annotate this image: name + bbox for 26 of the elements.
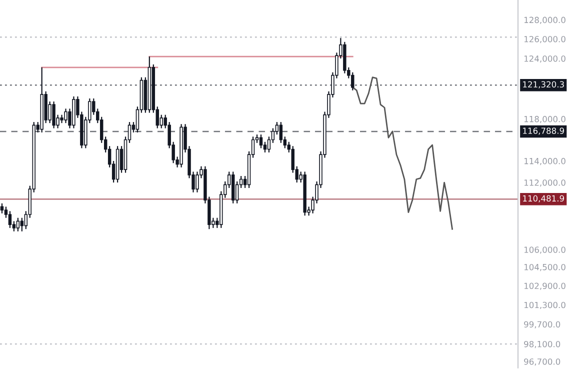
- y-tick-label: 98,100.0: [524, 340, 560, 348]
- candlestick: [263, 141, 267, 153]
- y-tick-label: 128,000.0: [524, 16, 566, 24]
- candlestick: [279, 121, 283, 144]
- y-tick-label: 102,900.0: [524, 282, 566, 290]
- y-tick-label: 114,000.0: [524, 158, 566, 166]
- candlestick: [16, 217, 20, 232]
- candlestick: [20, 217, 24, 232]
- candlestick: [351, 72, 354, 91]
- y-tick-label: 106,000.0: [524, 246, 566, 254]
- ref-line-label: 116,788.9: [523, 128, 564, 135]
- y-tick-label: 118,000.0: [524, 116, 566, 124]
- ref-line-label: 110,481.9: [523, 195, 564, 202]
- y-tick-label: 101,300.0: [524, 302, 566, 309]
- ref-line-label: 121,320.3: [523, 81, 564, 88]
- candlestick: [8, 210, 12, 229]
- candlestick: [64, 108, 68, 124]
- candlestick: [259, 134, 263, 149]
- y-tick-label: 104,500.0: [524, 264, 566, 272]
- y-tick-label: 96,700.0: [524, 358, 560, 366]
- candlestick: [52, 100, 56, 129]
- y-tick-label: 124,000.0: [524, 55, 566, 63]
- candlestick: [0, 202, 4, 214]
- y-tick-label: 112,000.0: [524, 180, 566, 187]
- y-tick-label: 126,000.0: [524, 36, 566, 44]
- y-tick-label: 99,700.0: [524, 321, 560, 328]
